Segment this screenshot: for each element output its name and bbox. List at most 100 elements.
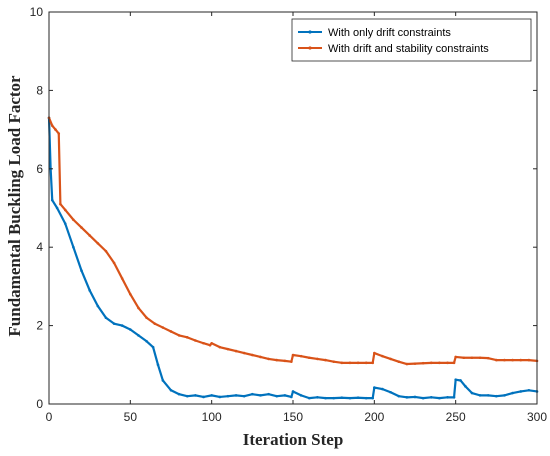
- data-point: [340, 361, 344, 365]
- data-point: [462, 356, 466, 360]
- x-tick-label: 50: [124, 410, 138, 424]
- data-point: [495, 358, 498, 362]
- series-2: [47, 116, 539, 366]
- data-point: [452, 396, 456, 399]
- data-point: [459, 379, 462, 382]
- data-point: [381, 354, 384, 358]
- data-point: [226, 347, 230, 351]
- data-point: [80, 226, 83, 229]
- data-point: [348, 396, 352, 400]
- data-point: [371, 361, 375, 365]
- data-point: [438, 396, 441, 400]
- data-point: [486, 394, 490, 397]
- data-point: [145, 339, 148, 343]
- data-point: [156, 363, 160, 367]
- data-point: [332, 360, 335, 363]
- data-point: [112, 322, 116, 325]
- data-point: [72, 218, 75, 222]
- data-point: [413, 395, 417, 399]
- data-point: [161, 379, 165, 382]
- data-point: [397, 394, 401, 398]
- data-point: [63, 222, 67, 225]
- data-point: [80, 269, 83, 273]
- data-point: [161, 326, 165, 329]
- data-point: [88, 289, 91, 292]
- legend-label: With only drift constraints: [328, 27, 451, 39]
- data-point: [316, 357, 319, 361]
- data-point: [389, 357, 392, 361]
- data-point: [332, 396, 335, 400]
- legend-marker: [308, 46, 312, 50]
- data-point: [267, 392, 270, 396]
- data-point: [120, 324, 124, 327]
- legend-entry: With drift and stability constraints: [298, 43, 489, 55]
- data-point: [234, 349, 238, 353]
- data-point: [169, 388, 173, 392]
- data-point: [185, 394, 189, 398]
- data-point: [454, 355, 457, 359]
- data-point: [96, 241, 100, 245]
- y-tick-label: 0: [36, 397, 43, 411]
- data-point: [275, 394, 279, 398]
- data-point: [348, 361, 352, 365]
- data-point: [208, 343, 212, 347]
- legend: With only drift constraints With drift an…: [291, 18, 532, 62]
- data-point: [299, 394, 303, 397]
- data-point: [210, 341, 213, 345]
- data-point: [446, 361, 449, 365]
- data-point: [527, 388, 531, 392]
- data-point: [218, 345, 222, 349]
- data-point: [54, 128, 57, 131]
- data-point: [364, 361, 368, 365]
- data-point: [259, 394, 262, 397]
- y-tick-label: 6: [36, 162, 43, 176]
- data-point: [59, 202, 62, 206]
- legend-marker: [308, 30, 312, 34]
- data-point: [495, 394, 498, 398]
- y-tick-label: 4: [36, 240, 43, 254]
- data-point: [429, 361, 433, 365]
- data-point: [177, 392, 181, 396]
- data-point: [275, 358, 279, 362]
- data-point: [299, 354, 303, 358]
- data-point: [316, 396, 319, 399]
- data-point: [177, 334, 181, 337]
- data-point: [454, 378, 457, 382]
- data-point: [202, 395, 205, 399]
- data-point: [202, 341, 205, 345]
- series-lines: [47, 116, 539, 400]
- x-tick-label: 0: [46, 410, 53, 424]
- x-tick-label: 250: [446, 410, 466, 424]
- data-point: [50, 124, 54, 127]
- data-point: [283, 394, 287, 397]
- x-tick-label: 300: [527, 410, 547, 424]
- data-point: [120, 277, 124, 280]
- data-point: [137, 334, 140, 337]
- data-point: [153, 322, 157, 325]
- y-tick-label: 2: [36, 319, 43, 333]
- data-point: [389, 390, 392, 394]
- data-point: [267, 357, 270, 361]
- data-point: [242, 351, 246, 355]
- x-tick-label: 200: [364, 410, 384, 424]
- data-point: [194, 394, 197, 397]
- data-point: [96, 304, 100, 308]
- data-point: [356, 361, 360, 365]
- series-1: [47, 116, 539, 400]
- data-point: [50, 198, 54, 202]
- series-line: [47, 117, 538, 400]
- y-axis-title: Fundamental Buckling Load Factor: [5, 75, 24, 337]
- data-point: [72, 245, 75, 249]
- data-point: [290, 395, 293, 399]
- data-point: [242, 394, 246, 398]
- data-point: [429, 396, 433, 399]
- data-point: [283, 359, 287, 363]
- legend-label: With drift and stability constraints: [328, 43, 489, 55]
- data-point: [104, 249, 108, 253]
- data-point: [405, 396, 409, 399]
- plot-area: [49, 12, 537, 404]
- data-point: [112, 261, 116, 265]
- data-point: [438, 361, 441, 365]
- data-point: [291, 353, 295, 357]
- data-point: [511, 391, 514, 395]
